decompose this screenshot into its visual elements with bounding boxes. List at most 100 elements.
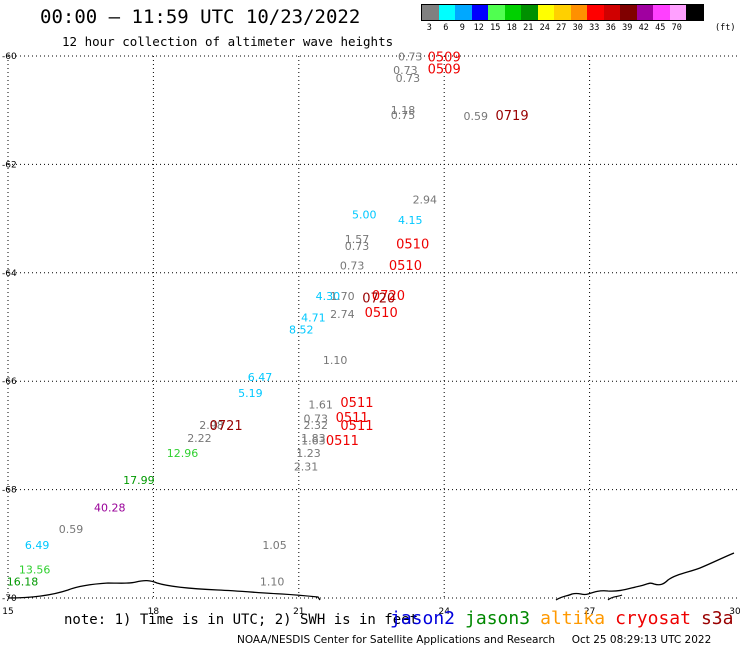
wave-height-value: 1.10: [323, 354, 348, 367]
wave-height-value: 4.71: [301, 312, 326, 325]
legend-label: 42: [638, 23, 649, 33]
latitude-label: -70: [2, 594, 17, 604]
legend-label: 12: [473, 23, 484, 33]
pass-time-label: 0510: [389, 259, 422, 274]
coastline-west: [7, 579, 321, 601]
satellite-altika: altika: [540, 608, 606, 629]
latitude-label: -68: [2, 486, 17, 496]
legend-swatch: [686, 5, 703, 20]
pass-time-label: 0510: [365, 306, 398, 321]
longitude-label: 27: [584, 607, 595, 617]
pass-time-label: 0720: [362, 292, 395, 307]
wave-height-value: 12.96: [167, 447, 199, 460]
wave-height-value: 1.23: [296, 447, 321, 460]
pass-time-label: 0511: [326, 434, 359, 449]
pass-time-label: 0720: [372, 289, 405, 304]
wave-height-value: 1.83: [301, 432, 326, 445]
satellite-legend: jason2 jason3 altika cryosat s3a: [390, 608, 740, 629]
longitude-label: 21: [293, 607, 304, 617]
legend-swatch: [455, 5, 472, 20]
map-subtitle: 12 hour collection of altimeter wave hei…: [62, 34, 394, 49]
legend-swatches: [421, 4, 704, 21]
pass-time-label: 0511: [336, 411, 369, 426]
axis-labels: 15 18 21 24 27 30 -60 -62 -64 -66 -68 -70: [2, 52, 740, 617]
legend-labels: 3 6 9 12 15 18 21 24 27 30 33 36 39 42 45 70: [421, 23, 704, 33]
wave-height-value: 0.73: [393, 64, 418, 77]
legend-swatch: [438, 5, 455, 20]
wave-height-legend: 3 6 9 12 15 18 21 24 27 30 33 36 39 42 45 70 (ft): [421, 4, 735, 33]
legend-label: 6: [443, 23, 449, 33]
longitude-label: 15: [2, 607, 13, 617]
credit-text: NOAA/NESDIS Center for Satellite Applica…: [237, 634, 555, 646]
legend-label: 33: [589, 23, 600, 33]
map-title: 00:00 – 11:59 UTC 10/23/2022: [40, 6, 361, 28]
wave-height-value: 13.56: [19, 564, 51, 577]
legend-label: 24: [539, 23, 550, 33]
pass-time-label: 0719: [496, 109, 529, 124]
wave-height-value: 5.00: [352, 209, 377, 222]
coastline-east: [555, 552, 735, 601]
legend-swatch: [554, 5, 571, 20]
satellite-jason2: jason2: [390, 608, 456, 629]
wave-height-value: 4.30: [316, 290, 341, 303]
latitude-label: -64: [2, 269, 17, 279]
legend-swatch: [669, 5, 686, 20]
legend-swatch: [570, 5, 587, 20]
legend-swatch: [537, 5, 554, 20]
antarctic-coastline: [7, 552, 735, 601]
coastline-inlet: [607, 594, 623, 601]
legend-swatch: [504, 5, 521, 20]
wave-height-value: 0.59: [59, 523, 84, 536]
legend-label: 3: [426, 23, 432, 33]
legend-swatch: [636, 5, 653, 20]
satellite-s3a: s3a: [700, 608, 734, 629]
wave-height-value: 5.19: [238, 387, 263, 400]
latitude-label: -60: [2, 52, 17, 62]
wave-height-value: 0.75: [391, 109, 416, 122]
footer-credit: NOAA/NESDIS Center for Satellite Applica…: [237, 634, 711, 646]
wave-height-value: 1.18: [391, 104, 416, 117]
wave-height-value: 0.59: [463, 110, 488, 123]
wave-height-value: 1.63: [301, 435, 326, 448]
longitude-label: 18: [148, 607, 160, 617]
legend-label: 36: [605, 23, 616, 33]
legend-swatch: [587, 5, 604, 20]
wave-height-value: 0.73: [345, 240, 370, 253]
pass-time-label: 0509: [428, 62, 461, 77]
wave-height-value: 17.99: [123, 474, 155, 487]
wave-height-value: 1.05: [262, 539, 287, 552]
wave-height-value: 2.32: [304, 419, 329, 432]
pass-time-label: 0511: [340, 396, 373, 411]
wave-height-value: 2.98: [199, 419, 224, 432]
wave-height-value: 2.94: [413, 193, 438, 206]
pass-time-label: 0510: [396, 237, 429, 252]
legend-swatch: [521, 5, 538, 20]
legend-label: 39: [622, 23, 633, 33]
longitude-label: 30: [729, 607, 740, 617]
wave-height-value: 0.73: [396, 72, 421, 85]
pass-time-label: 0721: [210, 419, 243, 434]
legend-label: 9: [459, 23, 465, 33]
satellite-cryosat: cryosat: [615, 608, 691, 629]
wave-height-value: 2.31: [294, 461, 319, 474]
legend-label: 30: [572, 23, 583, 33]
pass-time-label: 0509: [428, 50, 461, 65]
wave-height-value: 2.74: [330, 308, 355, 321]
credit-timestamp: Oct 25 08:29:13 UTC 2022: [571, 634, 712, 646]
wave-height-value: 4.15: [398, 214, 423, 227]
latitude-label: -62: [2, 160, 17, 170]
wave-height-value: 0.73: [304, 412, 329, 425]
pass-time-label: 0511: [340, 419, 373, 434]
wave-height-value: 8.52: [289, 324, 314, 337]
legend-swatch: [471, 5, 488, 20]
footer-note: note: 1) Time is in UTC; 2) SWH is in fe…: [64, 612, 419, 628]
wave-height-value: 6.49: [25, 539, 50, 552]
legend-swatch: [488, 5, 505, 20]
legend-swatch: [422, 5, 439, 20]
wave-height-observations: 0.730.730.731.180.75 0.592.945.00 4.151.57…: [7, 50, 488, 588]
wave-height-value: 1.61: [308, 398, 333, 411]
legend-label: 45: [655, 23, 666, 33]
wave-height-value: 16.18: [7, 576, 39, 589]
latitude-label: -66: [2, 377, 17, 387]
wave-height-value: 1.10: [260, 576, 285, 589]
